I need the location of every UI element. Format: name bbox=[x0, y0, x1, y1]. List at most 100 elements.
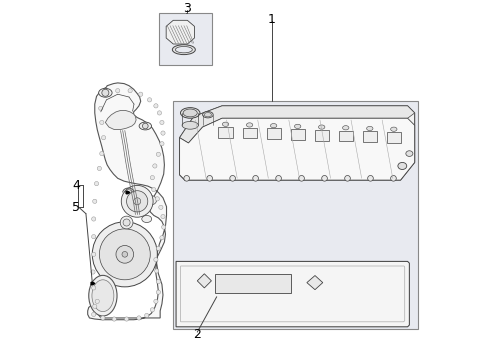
Circle shape bbox=[112, 317, 116, 321]
Bar bbox=[267, 129, 281, 139]
Polygon shape bbox=[88, 83, 167, 320]
Polygon shape bbox=[105, 111, 136, 130]
Ellipse shape bbox=[318, 125, 325, 129]
Circle shape bbox=[159, 205, 163, 210]
Circle shape bbox=[160, 141, 164, 146]
Circle shape bbox=[116, 89, 120, 93]
Circle shape bbox=[154, 257, 158, 262]
Circle shape bbox=[230, 176, 236, 181]
Circle shape bbox=[154, 299, 158, 303]
Text: 4: 4 bbox=[72, 179, 80, 192]
Circle shape bbox=[116, 246, 134, 263]
Circle shape bbox=[95, 181, 98, 186]
Circle shape bbox=[98, 106, 103, 111]
Circle shape bbox=[276, 176, 281, 181]
Circle shape bbox=[122, 185, 153, 217]
Circle shape bbox=[92, 252, 96, 256]
Polygon shape bbox=[197, 274, 211, 288]
Ellipse shape bbox=[142, 215, 152, 222]
Circle shape bbox=[299, 176, 304, 181]
Bar bbox=[243, 128, 257, 138]
Circle shape bbox=[92, 217, 96, 221]
Circle shape bbox=[102, 89, 109, 96]
Ellipse shape bbox=[172, 45, 196, 55]
Circle shape bbox=[91, 270, 95, 274]
Ellipse shape bbox=[246, 123, 253, 127]
Text: 5: 5 bbox=[72, 201, 80, 214]
Circle shape bbox=[93, 304, 97, 309]
Circle shape bbox=[157, 111, 162, 115]
Polygon shape bbox=[307, 275, 323, 290]
Bar bbox=[387, 132, 401, 143]
Circle shape bbox=[147, 98, 152, 102]
Bar bbox=[363, 131, 377, 142]
Circle shape bbox=[161, 215, 165, 219]
Bar bbox=[215, 274, 291, 293]
Ellipse shape bbox=[143, 195, 157, 205]
Ellipse shape bbox=[89, 275, 117, 316]
Text: 3: 3 bbox=[183, 2, 191, 15]
Circle shape bbox=[344, 176, 350, 181]
Circle shape bbox=[161, 131, 165, 135]
Ellipse shape bbox=[294, 124, 301, 129]
Circle shape bbox=[150, 308, 154, 312]
Circle shape bbox=[153, 164, 157, 168]
Circle shape bbox=[160, 120, 164, 125]
Circle shape bbox=[145, 313, 149, 318]
Circle shape bbox=[99, 229, 150, 280]
Circle shape bbox=[124, 317, 129, 321]
Bar bbox=[339, 131, 353, 141]
Bar bbox=[219, 127, 233, 138]
Circle shape bbox=[156, 152, 161, 156]
Ellipse shape bbox=[343, 126, 349, 130]
Circle shape bbox=[156, 246, 161, 251]
Circle shape bbox=[160, 235, 164, 240]
Ellipse shape bbox=[92, 280, 114, 312]
Circle shape bbox=[93, 199, 97, 203]
Circle shape bbox=[101, 316, 105, 320]
Circle shape bbox=[99, 120, 104, 125]
Polygon shape bbox=[166, 20, 195, 44]
Circle shape bbox=[123, 219, 130, 226]
Ellipse shape bbox=[175, 46, 193, 53]
Ellipse shape bbox=[183, 109, 197, 117]
Bar bbox=[315, 130, 329, 140]
Bar bbox=[291, 129, 305, 140]
Circle shape bbox=[134, 198, 141, 205]
Circle shape bbox=[137, 316, 141, 320]
Circle shape bbox=[92, 222, 157, 287]
Circle shape bbox=[126, 191, 148, 212]
Circle shape bbox=[139, 92, 143, 96]
Circle shape bbox=[99, 152, 104, 156]
Circle shape bbox=[97, 166, 101, 171]
Circle shape bbox=[156, 290, 161, 294]
Circle shape bbox=[101, 136, 106, 140]
Circle shape bbox=[154, 269, 159, 273]
Circle shape bbox=[120, 216, 133, 229]
Polygon shape bbox=[176, 261, 409, 327]
Ellipse shape bbox=[180, 108, 200, 118]
Circle shape bbox=[147, 197, 152, 203]
Ellipse shape bbox=[406, 151, 413, 156]
Polygon shape bbox=[180, 118, 415, 180]
Circle shape bbox=[92, 234, 96, 239]
Ellipse shape bbox=[202, 112, 213, 118]
Circle shape bbox=[207, 176, 213, 181]
Circle shape bbox=[92, 286, 96, 290]
Circle shape bbox=[368, 176, 373, 181]
Ellipse shape bbox=[222, 122, 229, 126]
Circle shape bbox=[122, 252, 127, 257]
Circle shape bbox=[322, 176, 327, 181]
Ellipse shape bbox=[204, 113, 211, 117]
Ellipse shape bbox=[367, 126, 373, 131]
Circle shape bbox=[155, 197, 159, 201]
Circle shape bbox=[150, 176, 154, 180]
Circle shape bbox=[154, 104, 158, 108]
Circle shape bbox=[95, 299, 99, 303]
Ellipse shape bbox=[182, 121, 198, 129]
Circle shape bbox=[253, 176, 258, 181]
Ellipse shape bbox=[139, 122, 151, 130]
Ellipse shape bbox=[391, 127, 397, 131]
Circle shape bbox=[184, 176, 190, 181]
Polygon shape bbox=[180, 106, 415, 143]
